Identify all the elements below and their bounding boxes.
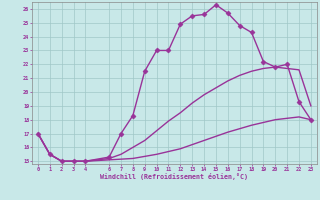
X-axis label: Windchill (Refroidissement éolien,°C): Windchill (Refroidissement éolien,°C) xyxy=(100,173,248,180)
